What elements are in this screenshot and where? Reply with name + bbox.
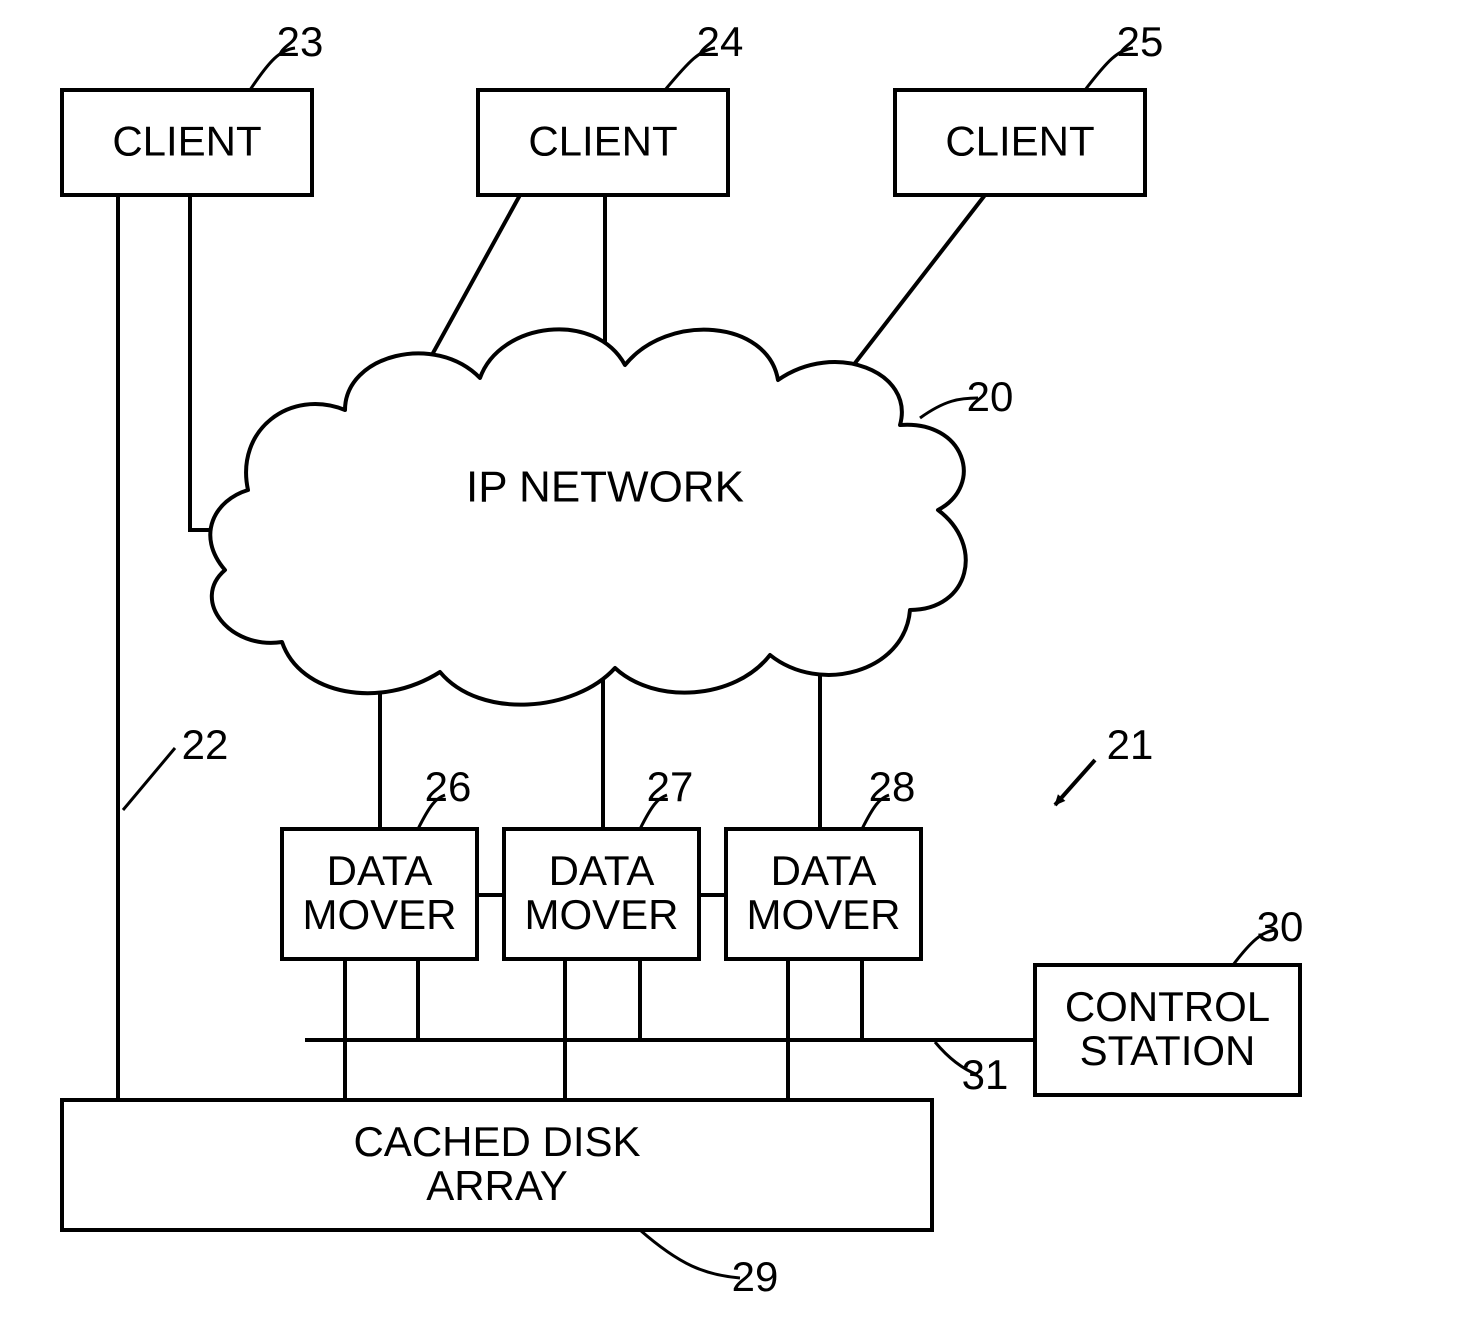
edge-c1-cloud (190, 195, 228, 530)
control-label: CONTROL (1065, 983, 1270, 1030)
cda-label: ARRAY (426, 1162, 568, 1209)
ref-28: 28 (869, 763, 916, 810)
ref-arrow-21 (1055, 760, 1095, 805)
client2-label: CLIENT (528, 118, 677, 165)
dm2-label: MOVER (524, 891, 678, 938)
control-label: STATION (1080, 1027, 1256, 1074)
ref-20: 20 (967, 373, 1014, 420)
ref-26: 26 (425, 763, 472, 810)
dm1-label: MOVER (302, 891, 456, 938)
ref-lead-29 (640, 1230, 740, 1278)
cda-label: CACHED DISK (353, 1118, 640, 1165)
ref-30: 30 (1257, 903, 1304, 950)
dm3-label: DATA (771, 847, 877, 894)
ref-23: 23 (277, 18, 324, 65)
ref-24: 24 (697, 18, 744, 65)
client3-label: CLIENT (945, 118, 1094, 165)
ip-network-label: IP NETWORK (466, 463, 744, 512)
ref-22: 22 (182, 721, 229, 768)
dm3-label: MOVER (746, 891, 900, 938)
ref-21: 21 (1107, 721, 1154, 768)
ref-25: 25 (1117, 18, 1164, 65)
ref-29: 29 (732, 1253, 779, 1300)
dm2-label: DATA (549, 847, 655, 894)
ref-27: 27 (647, 763, 694, 810)
client1-label: CLIENT (112, 118, 261, 165)
ref-lead-22 (123, 748, 175, 810)
ref-31: 31 (962, 1051, 1009, 1098)
ip-network-cloud (210, 329, 965, 704)
dm1-label: DATA (327, 847, 433, 894)
